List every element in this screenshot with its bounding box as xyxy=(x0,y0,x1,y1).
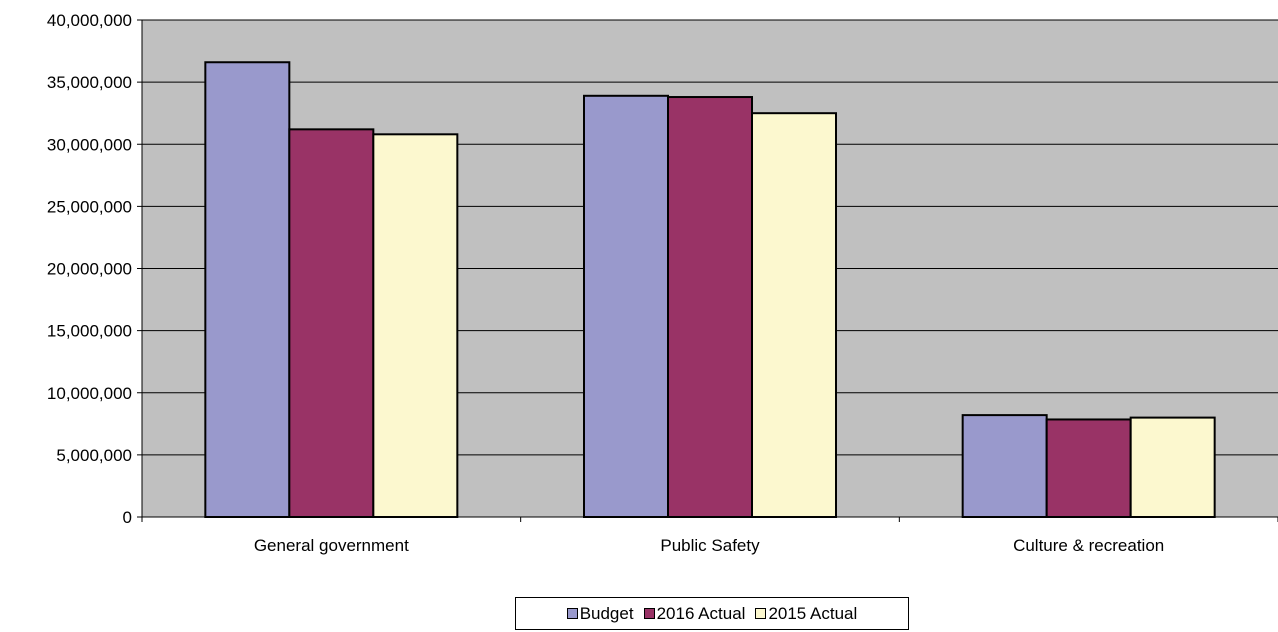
bar xyxy=(751,112,837,518)
y-tick-label: 0 xyxy=(123,508,132,527)
legend-item: 2015 Actual xyxy=(755,604,857,624)
y-tick-label: 10,000,000 xyxy=(47,384,132,403)
bar xyxy=(1129,416,1216,519)
x-tick-label: Culture & recreation xyxy=(1013,536,1164,555)
bar xyxy=(372,133,459,518)
bar xyxy=(961,414,1048,518)
y-axis-ticks: 0 5,000,000 10,000,000 15,000,000 20,000,000… xyxy=(47,11,143,527)
bar xyxy=(288,128,375,518)
legend-swatch xyxy=(643,608,655,619)
bars xyxy=(204,61,1216,519)
y-tick-label: 30,000,000 xyxy=(47,135,132,154)
legend-swatch xyxy=(755,608,767,619)
legend-label: Budget xyxy=(579,603,634,623)
legend-label: 2015 Actual xyxy=(768,603,858,623)
bar xyxy=(583,94,669,518)
y-tick-label: 25,000,000 xyxy=(47,197,132,216)
legend-item: Budget xyxy=(566,603,634,624)
bar xyxy=(667,96,753,518)
x-axis: General government Public Safety Culture &… xyxy=(141,516,1278,555)
y-tick-label: 40,000,000 xyxy=(47,11,132,30)
y-tick-label: 35,000,000 xyxy=(47,73,132,92)
bar xyxy=(1045,418,1132,518)
x-tick-label: Public Safety xyxy=(660,536,760,555)
y-tick-label: 15,000,000 xyxy=(47,322,132,341)
legend-label: 2016 Actual xyxy=(656,603,746,623)
y-tick-label: 5,000,000 xyxy=(56,446,132,465)
y-tick-label: 20,000,000 xyxy=(47,260,132,279)
bar xyxy=(204,61,291,519)
x-tick-label: General government xyxy=(254,536,409,555)
legend-swatch xyxy=(566,608,578,619)
legend-item: 2016 Actual xyxy=(643,603,746,624)
legend: Budget 2016 Actual 2015 Actual xyxy=(515,597,909,630)
